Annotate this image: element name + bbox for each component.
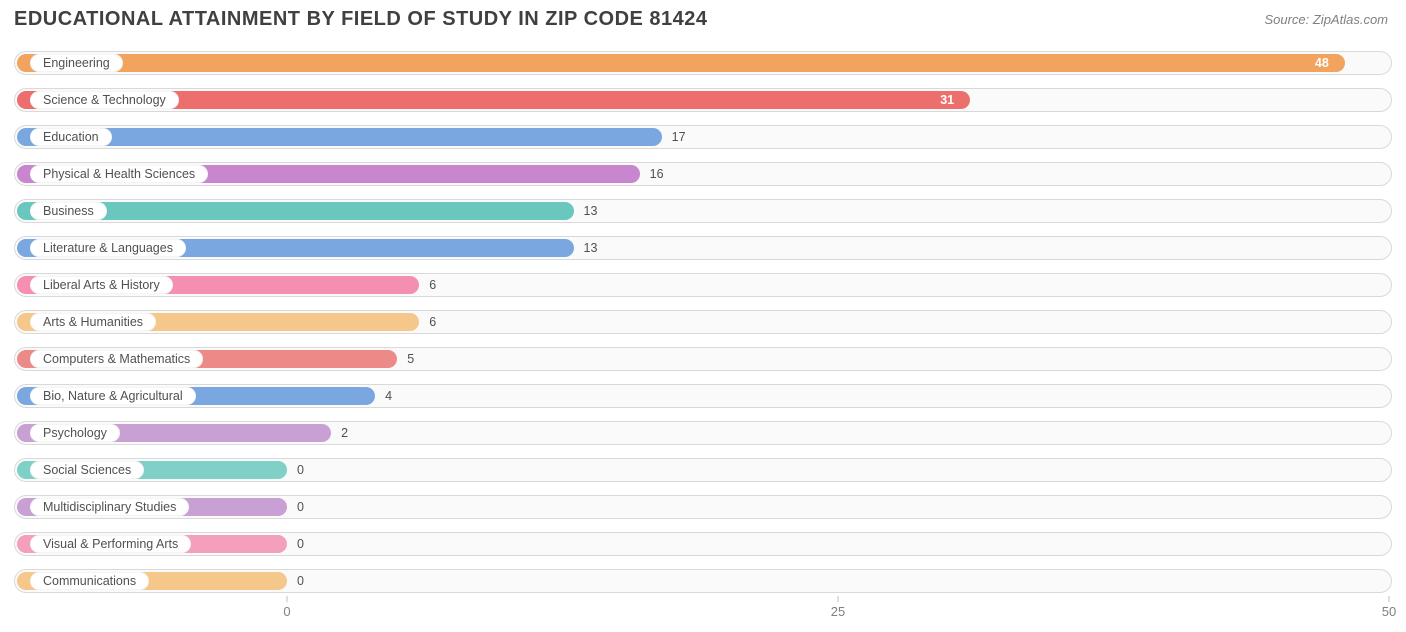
bar-row: Communications 0 (14, 566, 1392, 596)
bar-category-label: Literature & Languages (30, 239, 186, 257)
bar-value-label: 0 (297, 498, 304, 516)
bar-category-label: Engineering (30, 54, 123, 72)
bar-row: Multidisciplinary Studies 0 (14, 492, 1392, 522)
bar-row: Visual & Performing Arts 0 (14, 529, 1392, 559)
bar-row: Business 13 (14, 196, 1392, 226)
bar-row: Bio, Nature & Agricultural 4 (14, 381, 1392, 411)
bar-category-label: Multidisciplinary Studies (30, 498, 189, 516)
bar-value-label: 48 (1315, 54, 1329, 72)
bar-value-label: 13 (584, 239, 598, 257)
axis-tick-line (287, 596, 288, 602)
chart-area: Engineering 48 Science & Technology 31 Educa… (14, 48, 1392, 596)
axis-tick-line (1389, 596, 1390, 602)
bar-category-label: Communications (30, 572, 149, 590)
bar-category-label: Arts & Humanities (30, 313, 156, 331)
axis-tick-label: 25 (831, 604, 845, 619)
bar-value-label: 6 (429, 313, 436, 331)
bar-row: Liberal Arts & History 6 (14, 270, 1392, 300)
bar-category-label: Social Sciences (30, 461, 144, 479)
x-axis: 02550 (14, 600, 1392, 624)
axis-tick-label: 50 (1382, 604, 1396, 619)
bar-row: Arts & Humanities 6 (14, 307, 1392, 337)
bar-row: Literature & Languages 13 (14, 233, 1392, 263)
chart-source: Source: ZipAtlas.com (1264, 12, 1388, 27)
chart-title: EDUCATIONAL ATTAINMENT BY FIELD OF STUDY… (14, 8, 708, 31)
bar-value-label: 2 (341, 424, 348, 442)
bar-category-label: Science & Technology (30, 91, 179, 109)
bar-value-label: 5 (407, 350, 414, 368)
bar-row: Science & Technology 31 (14, 85, 1392, 115)
bar-category-label: Business (30, 202, 107, 220)
axis-tick-line (838, 596, 839, 602)
bar-category-label: Education (30, 128, 112, 146)
bar-value-label: 13 (584, 202, 598, 220)
bar-value-label: 16 (650, 165, 664, 183)
bar-fill (17, 128, 662, 146)
bar-value-label: 6 (429, 276, 436, 294)
bar-category-label: Liberal Arts & History (30, 276, 173, 294)
axis-tick-label: 0 (283, 604, 290, 619)
bar-value-label: 31 (940, 91, 954, 109)
bar-value-label: 0 (297, 572, 304, 590)
bar-category-label: Computers & Mathematics (30, 350, 203, 368)
bar-row: Computers & Mathematics 5 (14, 344, 1392, 374)
bar-category-label: Psychology (30, 424, 120, 442)
bar-value-label: 0 (297, 461, 304, 479)
bar-row: Psychology 2 (14, 418, 1392, 448)
bar-row: Physical & Health Sciences 16 (14, 159, 1392, 189)
bar-fill (17, 54, 1345, 72)
bar-value-label: 17 (672, 128, 686, 146)
bar-value-label: 0 (297, 535, 304, 553)
bar-row: Social Sciences 0 (14, 455, 1392, 485)
bar-value-label: 4 (385, 387, 392, 405)
bar-row: Education 17 (14, 122, 1392, 152)
bar-category-label: Visual & Performing Arts (30, 535, 191, 553)
bar-category-label: Bio, Nature & Agricultural (30, 387, 196, 405)
bar-category-label: Physical & Health Sciences (30, 165, 208, 183)
bar-row: Engineering 48 (14, 48, 1392, 78)
